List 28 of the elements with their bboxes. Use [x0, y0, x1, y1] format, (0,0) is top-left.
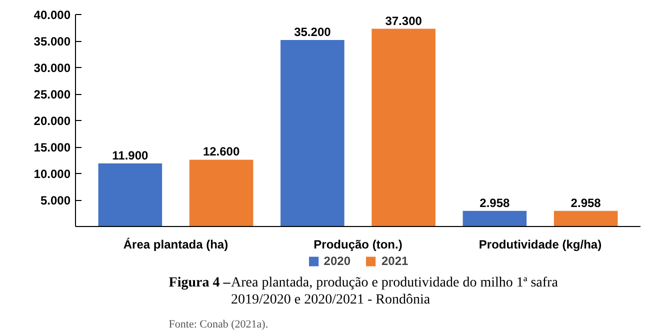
y-tick-label: 15.000 — [34, 140, 71, 154]
y-tick-label: 30.000 — [34, 61, 71, 75]
y-tick-label: 10.000 — [34, 167, 71, 181]
data-label: 2.958 — [570, 196, 602, 210]
text: Area plantada, produção e produtividade do milho 1ª safra 2019/2020 e 2020/2021 - Rondônia — [231, 276, 559, 308]
legend-label: 2021 — [382, 254, 408, 268]
data-label: 11.900 — [112, 148, 149, 162]
y-tick-label: 20.000 — [34, 114, 71, 128]
data-label: 2.958 — [480, 196, 510, 210]
bar — [280, 40, 344, 226]
y-tick-label: 5.000 — [40, 194, 71, 208]
bar — [189, 160, 254, 226]
data-label: 37.300 — [385, 14, 422, 28]
x-tick-label: Produção (ton.) — [314, 238, 402, 252]
data-label: 12.600 — [202, 144, 240, 159]
y-tick-label: 25.000 — [34, 88, 71, 102]
x-tick-label: Produtividade (kg/ha) — [478, 238, 602, 252]
source-note: Fonte: Conab (2021a). — [168, 318, 268, 330]
y-tick-label: 35.000 — [34, 34, 71, 48]
bar — [554, 210, 618, 226]
data-label: 35.200 — [294, 24, 332, 39]
x-tick-label: Área plantada (ha) — [123, 238, 228, 252]
bar — [98, 163, 162, 226]
text: Figura 4 – — [168, 276, 232, 290]
bar — [462, 210, 527, 226]
bar — [372, 28, 436, 226]
y-tick-label: 40.000 — [34, 8, 71, 22]
legend-label: 2020 — [324, 254, 350, 268]
